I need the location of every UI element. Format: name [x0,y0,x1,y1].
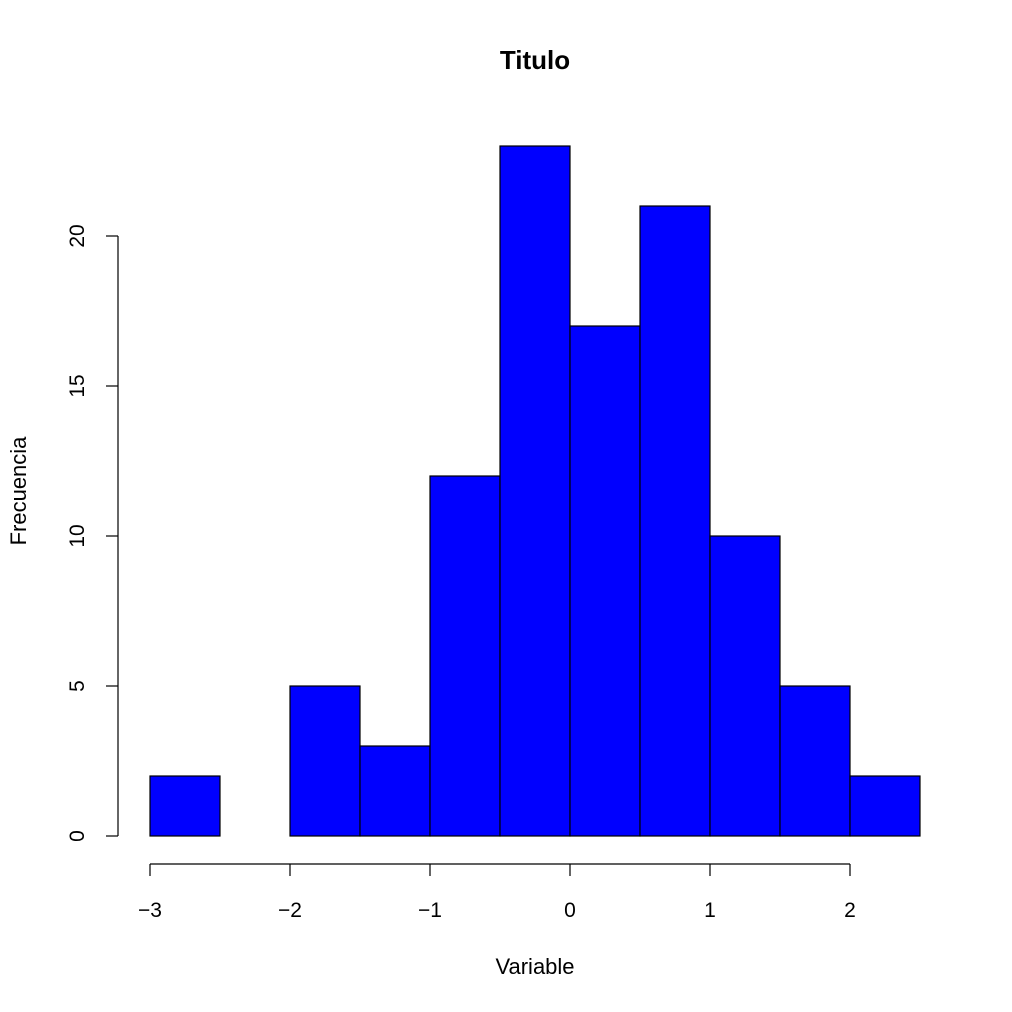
histogram-bar [429,475,501,837]
x-tick-label: −2 [278,899,302,922]
histogram-bar [359,745,431,837]
x-tick-label: 0 [564,899,576,922]
histogram-bar [149,775,221,837]
y-tick-label: 20 [66,224,89,247]
y-tick-label: 15 [66,374,89,397]
bars-group [149,145,921,837]
histogram-bar [849,775,921,837]
x-tick-label: 1 [704,899,716,922]
x-tick-label: −3 [138,899,162,922]
y-axis: 0 5 10 15 20 [66,224,119,842]
histogram-bar [639,205,711,837]
histogram-bar [709,535,781,837]
x-tick-label: −1 [418,899,442,922]
y-tick-label: 0 [66,830,89,842]
histogram-bar [569,325,641,837]
x-axis: −3 −2 −1 0 1 2 [138,863,856,922]
y-axis-title: Frecuencia [6,436,31,546]
chart-title: Titulo [500,45,570,75]
y-tick-label: 5 [66,680,89,692]
x-axis-title: Variable [495,954,574,979]
histogram-bar [289,685,361,837]
histogram-bar [499,145,571,837]
y-tick-label: 10 [66,524,89,547]
x-tick-label: 2 [844,899,856,922]
histogram-bar [779,685,851,837]
